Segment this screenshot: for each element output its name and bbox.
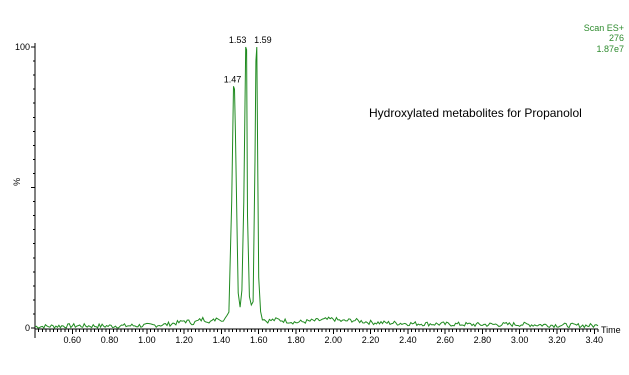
x-tick-label: 2.80 [474, 335, 492, 345]
x-tick-label: 2.20 [362, 335, 380, 345]
peak-label: 1.47 [224, 74, 242, 84]
x-tick-label: 3.20 [548, 335, 566, 345]
peak-labels: 1.47 1.53 1.59 [224, 35, 272, 84]
y-tick-label: 100 [15, 42, 30, 52]
x-tick-label: 0.60 [64, 335, 82, 345]
x-tick-label: 1.00 [138, 335, 156, 345]
scan-mode-label: Scan ES+ [584, 23, 624, 33]
x-tick-label: 2.40 [399, 335, 417, 345]
x-tick-label: 0.80 [101, 335, 119, 345]
scan-mass-label: 276 [609, 33, 624, 43]
y-tick-label: 0 [25, 323, 30, 333]
x-tick-label: 1.20 [175, 335, 193, 345]
x-tick-label: 1.80 [287, 335, 305, 345]
x-tick-label: 2.00 [325, 335, 343, 345]
x-tick-label: 3.00 [511, 335, 529, 345]
chart-title: Hydroxylated metabolites for Propanolol [369, 106, 582, 120]
scan-intensity-label: 1.87e7 [596, 44, 624, 54]
x-tick-label: 1.60 [250, 335, 268, 345]
y-ticks: 100 0 [15, 42, 35, 333]
chromatogram-trace [34, 46, 599, 329]
peak-label: 1.59 [254, 35, 272, 45]
x-tick-label: 3.40 [586, 335, 604, 345]
x-tick-label: 2.60 [436, 335, 454, 345]
y-axis-label: % [12, 178, 22, 186]
x-tick-label: 1.40 [213, 335, 231, 345]
x-axis-label: Time [601, 325, 621, 335]
x-ticks: 0.60 0.80 1.00 1.20 1.40 1.60 1.80 2.00 2.20 2.40… [38, 329, 604, 345]
peak-label: 1.53 [229, 35, 247, 45]
